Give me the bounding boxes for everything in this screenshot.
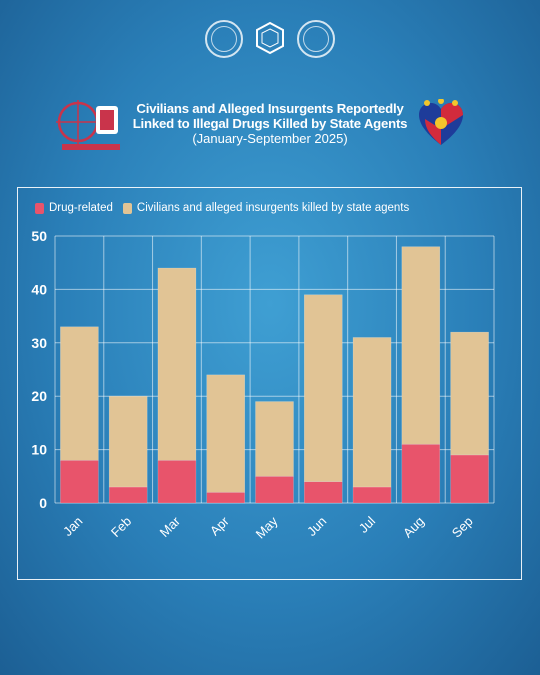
y-tick-label: 10 [31,442,47,458]
x-tick-label: Mar [157,513,184,540]
bar-segment-drug-related [450,454,489,504]
chart-legend: Drug-related Civilians and alleged insur… [35,202,419,214]
legend-swatch-civilians [122,202,132,214]
chart-title-line-2: Linked to Illegal Drugs Killed by State … [132,116,408,131]
y-tick-label: 0 [39,495,47,511]
y-tick-label: 20 [31,388,47,404]
legend-item-drug-related: Drug-related [35,202,113,214]
x-tick-label: Sep [449,514,476,541]
bar-segment-drug-related [108,486,148,504]
philippine-flag-heart-logo-icon [415,98,467,149]
bar-segment-civilians [401,246,441,445]
bar-segment-drug-related [255,476,294,504]
bar-segment-civilians [108,395,148,488]
bar-segment-civilians [255,401,294,477]
sandugang-dahas-logo-icon [56,100,126,152]
bar-segment-civilians [206,374,245,493]
bar-segment-civilians [157,267,197,461]
bar-segment-civilians [60,326,99,461]
bar-segment-civilians [450,331,489,456]
bar-segment-drug-related [401,444,441,504]
x-tick-label: May [253,513,281,541]
chart-title-line-1: Civilians and Alleged Insurgents Reporte… [136,101,404,116]
x-tick-label: Jan [60,514,85,539]
bar-segment-drug-related [304,481,343,504]
y-tick-label: 30 [31,335,47,351]
third-world-studies-logo-icon [251,20,289,58]
chart-title-block: Civilians and Alleged Insurgents Reporte… [120,101,420,146]
bar-segment-civilians [352,337,392,488]
x-tick-label: Aug [400,514,427,541]
x-tick-label: Jul [356,513,378,535]
y-tick-label: 40 [31,281,47,297]
partner-logos [0,20,540,58]
legend-swatch-drug-related [35,202,44,214]
legend-label-civilians: Civilians and alleged insurgents killed … [136,202,410,214]
x-tick-label: Apr [207,513,232,538]
x-tick-label: Feb [108,514,134,540]
bar-segment-civilians [304,294,343,482]
legend-label-drug-related: Drug-related [49,202,113,214]
college-seal-icon [297,20,335,58]
y-tick-label: 50 [31,228,47,244]
legend-item-civilians: Civilians and alleged insurgents killed … [122,202,410,214]
x-tick-label: Jun [304,514,329,539]
university-seal-icon [205,20,243,58]
bar-segment-drug-related [157,460,197,504]
chart-frame [17,187,522,580]
bar-segment-drug-related [206,492,245,504]
bar-segment-drug-related [60,460,99,504]
chart-subtitle: (January-September 2025) [192,131,348,146]
bar-segment-drug-related [352,486,392,504]
